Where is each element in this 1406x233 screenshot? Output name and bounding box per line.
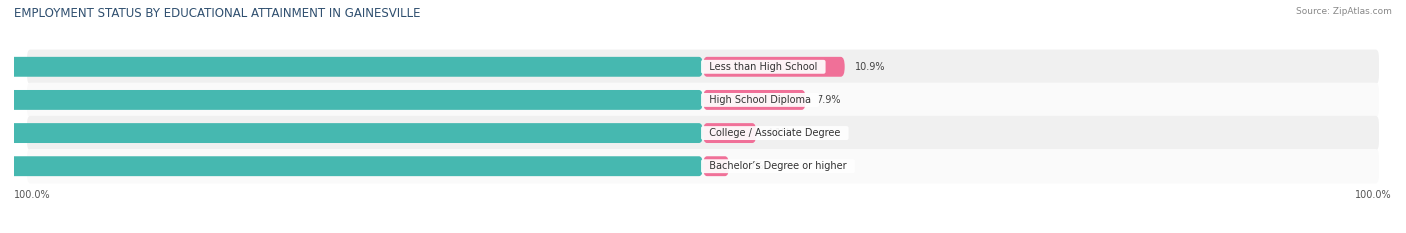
FancyBboxPatch shape xyxy=(27,116,1379,150)
FancyBboxPatch shape xyxy=(0,156,703,176)
FancyBboxPatch shape xyxy=(703,156,728,176)
FancyBboxPatch shape xyxy=(27,149,1379,183)
FancyBboxPatch shape xyxy=(27,83,1379,117)
FancyBboxPatch shape xyxy=(703,57,845,77)
Text: 7.9%: 7.9% xyxy=(815,95,841,105)
Text: 10.9%: 10.9% xyxy=(855,62,886,72)
Text: 4.1%: 4.1% xyxy=(766,128,792,138)
FancyBboxPatch shape xyxy=(0,57,703,77)
Text: Less than High School: Less than High School xyxy=(703,62,824,72)
FancyBboxPatch shape xyxy=(27,50,1379,84)
Text: Bachelor’s Degree or higher: Bachelor’s Degree or higher xyxy=(703,161,853,171)
FancyBboxPatch shape xyxy=(703,123,756,143)
Text: EMPLOYMENT STATUS BY EDUCATIONAL ATTAINMENT IN GAINESVILLE: EMPLOYMENT STATUS BY EDUCATIONAL ATTAINM… xyxy=(14,7,420,20)
Text: 2.0%: 2.0% xyxy=(740,161,763,171)
FancyBboxPatch shape xyxy=(0,123,703,143)
Text: College / Associate Degree: College / Associate Degree xyxy=(703,128,846,138)
Text: High School Diploma: High School Diploma xyxy=(703,95,817,105)
FancyBboxPatch shape xyxy=(703,90,806,110)
FancyBboxPatch shape xyxy=(0,90,703,110)
Text: 100.0%: 100.0% xyxy=(14,190,51,200)
Text: Source: ZipAtlas.com: Source: ZipAtlas.com xyxy=(1296,7,1392,16)
Text: 100.0%: 100.0% xyxy=(1355,190,1392,200)
